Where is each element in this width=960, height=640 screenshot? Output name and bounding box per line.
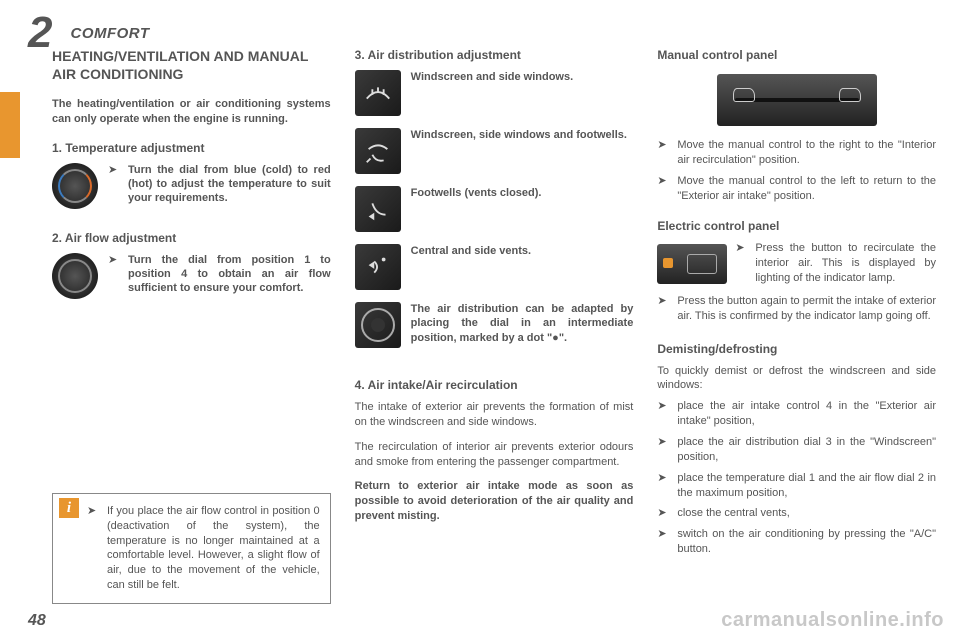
dist-text-b: Windscreen, side windows and footwells. [411, 128, 634, 142]
s4-p2: The recirculation of interior air preven… [355, 440, 634, 470]
content-area: HEATING/VENTILATION AND MANUAL AIR CONDI… [52, 48, 936, 604]
dist-text-e: The air distribution can be adapted by p… [411, 302, 634, 345]
demist-b4: ➤close the central vents, [657, 506, 936, 521]
arrow-icon: ➤ [657, 435, 669, 465]
demist-title: Demisting/defrosting [657, 342, 936, 356]
chapter-title: COMFORT [70, 25, 149, 42]
chapter-number: 2 [28, 8, 52, 58]
page-number: 48 [28, 612, 46, 630]
arrow-icon: ➤ [657, 294, 669, 324]
main-heading: HEATING/VENTILATION AND MANUAL AIR CONDI… [52, 48, 331, 83]
arrow-icon: ➤ [657, 138, 669, 168]
temperature-dial-icon [52, 163, 98, 209]
arrow-icon: ➤ [87, 504, 99, 593]
arrow-icon: ➤ [735, 241, 747, 286]
column-3: Manual control panel ➤Move the manual co… [657, 48, 936, 604]
distribution-dial-icon [355, 302, 401, 348]
airflow-adjust-text: Turn the dial from position 1 to positio… [128, 253, 331, 296]
manual-slider-icon [717, 74, 877, 126]
arrow-icon: ➤ [657, 527, 669, 557]
watermark: carmanualsonline.info [721, 609, 944, 632]
column-2: 3. Air distribution adjustment Windscree… [355, 48, 634, 604]
info-text: If you place the air flow control in pos… [107, 504, 320, 593]
dist-row-windscreen: Windscreen and side windows. [355, 70, 634, 116]
airflow-dial-icon [52, 253, 98, 299]
demist-b3: ➤place the temperature dial 1 and the ai… [657, 471, 936, 501]
demist-b1: ➤place the air intake control 4 in the "… [657, 399, 936, 429]
recirculation-button-icon [657, 244, 727, 284]
manual-panel-title: Manual control panel [657, 48, 936, 62]
section-4-title: 4. Air intake/Air recirculation [355, 378, 634, 392]
electric-panel-title: Electric control panel [657, 219, 936, 233]
central-vents-icon [355, 244, 401, 290]
section-2-title: 2. Air flow adjustment [52, 231, 331, 245]
demist-intro: To quickly demist or defrost the windscr… [657, 364, 936, 394]
temp-adjust-row: ➤ Turn the dial from blue (cold) to red … [52, 163, 331, 209]
section-3-title: 3. Air distribution adjustment [355, 48, 634, 62]
dist-text-c: Footwells (vents closed). [411, 186, 634, 200]
dist-text-d: Central and side vents. [411, 244, 634, 258]
dist-row-dial: The air distribution can be adapted by p… [355, 302, 634, 348]
footwell-icon [355, 186, 401, 232]
s4-p1: The intake of exterior air prevents the … [355, 400, 634, 430]
electric-b2: ➤Press the button again to permit the in… [657, 294, 936, 324]
dist-row-wsfoot: Windscreen, side windows and footwells. [355, 128, 634, 174]
arrow-icon: ➤ [657, 174, 669, 204]
electric-button-row: ➤Press the button to recirculate the int… [657, 241, 936, 286]
info-icon: i [59, 498, 79, 518]
dist-row-foot: Footwells (vents closed). [355, 186, 634, 232]
arrow-icon: ➤ [657, 506, 669, 521]
arrow-icon: ➤ [108, 163, 120, 206]
manual-b1: ➤Move the manual control to the right to… [657, 138, 936, 168]
dist-text-a: Windscreen and side windows. [411, 70, 634, 84]
exterior-intake-icon [733, 88, 755, 102]
recirculation-icon [839, 88, 861, 102]
windscreen-icon [355, 70, 401, 116]
dist-row-central: Central and side vents. [355, 244, 634, 290]
arrow-icon: ➤ [657, 399, 669, 429]
windscreen-footwell-icon [355, 128, 401, 174]
section-1-title: 1. Temperature adjustment [52, 141, 331, 155]
demist-b2: ➤place the air distribution dial 3 in th… [657, 435, 936, 465]
info-box: i ➤ If you place the air flow control in… [52, 493, 331, 604]
intro-text: The heating/ventilation or air condition… [52, 97, 331, 127]
airflow-adjust-row: ➤ Turn the dial from position 1 to posit… [52, 253, 331, 299]
s4-p3: Return to exterior air intake mode as so… [355, 479, 634, 524]
demist-b5: ➤switch on the air conditioning by press… [657, 527, 936, 557]
manual-b2: ➤Move the manual control to the left to … [657, 174, 936, 204]
arrow-icon: ➤ [657, 471, 669, 501]
temp-adjust-text: Turn the dial from blue (cold) to red (h… [128, 163, 331, 206]
column-1: HEATING/VENTILATION AND MANUAL AIR CONDI… [52, 48, 331, 604]
section-tab [0, 92, 20, 158]
arrow-icon: ➤ [108, 253, 120, 296]
